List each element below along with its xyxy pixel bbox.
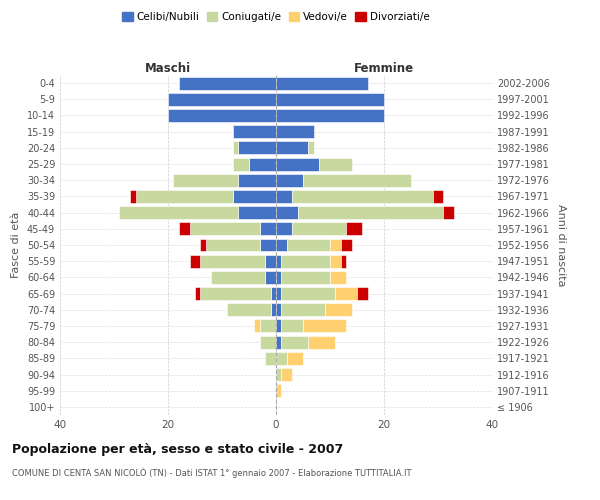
Bar xyxy=(227,304,271,316)
Text: Popolazione per età, sesso e stato civile - 2007: Popolazione per età, sesso e stato civil… xyxy=(12,442,343,456)
Bar xyxy=(303,174,411,186)
Bar xyxy=(233,142,238,154)
Bar xyxy=(260,222,276,235)
Bar xyxy=(276,304,281,316)
Bar xyxy=(179,222,190,235)
Bar xyxy=(325,304,352,316)
Bar xyxy=(265,271,276,284)
Bar xyxy=(173,174,238,186)
Bar xyxy=(292,222,346,235)
Legend: Celibi/Nubili, Coniugati/e, Vedovi/e, Divorziati/e: Celibi/Nubili, Coniugati/e, Vedovi/e, Di… xyxy=(118,8,434,26)
Text: Femmine: Femmine xyxy=(354,62,414,75)
Bar xyxy=(281,254,330,268)
Bar xyxy=(200,287,271,300)
Bar xyxy=(276,384,281,397)
Bar xyxy=(136,190,233,203)
Bar xyxy=(276,238,287,252)
Bar xyxy=(308,336,335,348)
Bar xyxy=(357,287,368,300)
Bar xyxy=(433,190,443,203)
Bar xyxy=(168,109,276,122)
Bar xyxy=(281,336,308,348)
Bar xyxy=(276,93,384,106)
Bar xyxy=(276,142,308,154)
Bar xyxy=(271,287,276,300)
Bar xyxy=(281,304,325,316)
Bar xyxy=(341,238,352,252)
Text: COMUNE DI CENTA SAN NICOLÒ (TN) - Dati ISTAT 1° gennaio 2007 - Elaborazione TUTT: COMUNE DI CENTA SAN NICOLÒ (TN) - Dati I… xyxy=(12,468,412,478)
Bar xyxy=(319,158,352,170)
Bar xyxy=(341,254,346,268)
Bar xyxy=(195,287,200,300)
Bar xyxy=(200,238,206,252)
Bar xyxy=(238,206,276,219)
Bar xyxy=(276,222,292,235)
Bar xyxy=(233,190,276,203)
Bar xyxy=(211,271,265,284)
Bar xyxy=(276,254,281,268)
Bar xyxy=(287,352,303,365)
Bar xyxy=(168,93,276,106)
Bar xyxy=(260,320,276,332)
Bar xyxy=(130,190,136,203)
Bar xyxy=(238,174,276,186)
Bar xyxy=(330,238,341,252)
Bar xyxy=(190,222,260,235)
Bar xyxy=(179,76,276,90)
Bar xyxy=(276,190,292,203)
Bar xyxy=(276,368,281,381)
Bar xyxy=(200,254,265,268)
Bar xyxy=(346,222,362,235)
Bar xyxy=(281,271,330,284)
Bar xyxy=(298,206,443,219)
Bar xyxy=(276,158,319,170)
Y-axis label: Fasce di età: Fasce di età xyxy=(11,212,21,278)
Bar xyxy=(281,287,335,300)
Bar xyxy=(276,271,281,284)
Text: Maschi: Maschi xyxy=(145,62,191,75)
Bar xyxy=(276,352,287,365)
Bar xyxy=(335,287,357,300)
Bar xyxy=(276,174,303,186)
Bar xyxy=(260,238,276,252)
Bar xyxy=(330,254,341,268)
Bar xyxy=(287,238,330,252)
Bar xyxy=(281,368,292,381)
Bar xyxy=(254,320,260,332)
Bar xyxy=(292,190,433,203)
Bar xyxy=(330,271,346,284)
Bar xyxy=(276,320,281,332)
Bar xyxy=(238,142,276,154)
Bar xyxy=(233,158,249,170)
Bar xyxy=(260,336,276,348)
Bar xyxy=(276,206,298,219)
Bar xyxy=(119,206,238,219)
Bar xyxy=(276,76,368,90)
Bar xyxy=(233,125,276,138)
Bar xyxy=(276,125,314,138)
Bar xyxy=(276,287,281,300)
Bar xyxy=(303,320,346,332)
Bar xyxy=(190,254,200,268)
Bar xyxy=(308,142,314,154)
Bar xyxy=(276,109,384,122)
Bar xyxy=(265,352,276,365)
Bar xyxy=(276,336,281,348)
Bar xyxy=(206,238,260,252)
Bar xyxy=(265,254,276,268)
Y-axis label: Anni di nascita: Anni di nascita xyxy=(556,204,566,286)
Bar xyxy=(443,206,454,219)
Bar xyxy=(249,158,276,170)
Bar xyxy=(271,304,276,316)
Bar xyxy=(281,320,303,332)
